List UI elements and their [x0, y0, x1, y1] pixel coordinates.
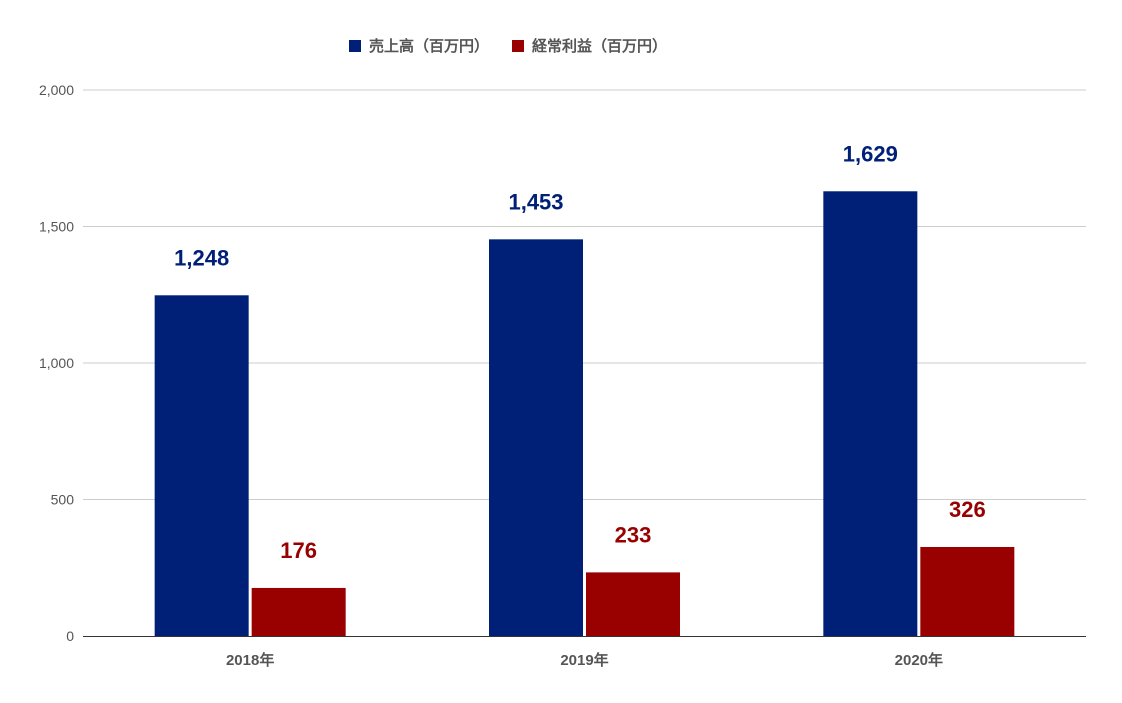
- x-axis-categories: 2018年 2019年 2020年: [226, 651, 943, 669]
- legend-swatch: [349, 40, 361, 52]
- bar-sales-2: [823, 191, 918, 636]
- data-label: 1,629: [843, 141, 898, 166]
- bar-ordinary-profit-1: [586, 572, 680, 636]
- bar-ordinary-profit-0: [251, 587, 346, 636]
- data-label: 176: [280, 538, 317, 563]
- data-label: 233: [615, 522, 652, 547]
- data-label: 1,453: [508, 189, 563, 214]
- y-tick-label: 0: [66, 628, 74, 644]
- data-label: 1,248: [174, 245, 229, 270]
- y-tick-label: 500: [51, 492, 75, 508]
- x-category-label: 2020年: [895, 651, 943, 669]
- y-tick-label: 1,500: [39, 219, 74, 235]
- bar-ordinary-profit-2: [920, 547, 1015, 636]
- x-category-label: 2019年: [560, 651, 608, 669]
- data-labels: 1,248 176 1,453 233 1,629 326: [174, 141, 986, 563]
- y-tick-label: 2,000: [39, 82, 74, 98]
- y-tick-label: 1,000: [39, 355, 74, 371]
- legend-label: 売上高（百万円）: [369, 37, 489, 55]
- y-axis-ticks: 0 500 1,000 1,500 2,000: [39, 82, 74, 644]
- bar-sales-1: [489, 239, 583, 636]
- bars: [154, 191, 1015, 636]
- x-category-label: 2018年: [226, 651, 274, 669]
- bar-sales-0: [154, 295, 249, 636]
- legend-label: 経常利益（百万円）: [532, 37, 667, 55]
- legend: 売上高（百万円） 経常利益（百万円）: [349, 37, 667, 55]
- data-label: 326: [949, 497, 986, 522]
- gridlines: [83, 89, 1086, 500]
- legend-swatch: [512, 40, 524, 52]
